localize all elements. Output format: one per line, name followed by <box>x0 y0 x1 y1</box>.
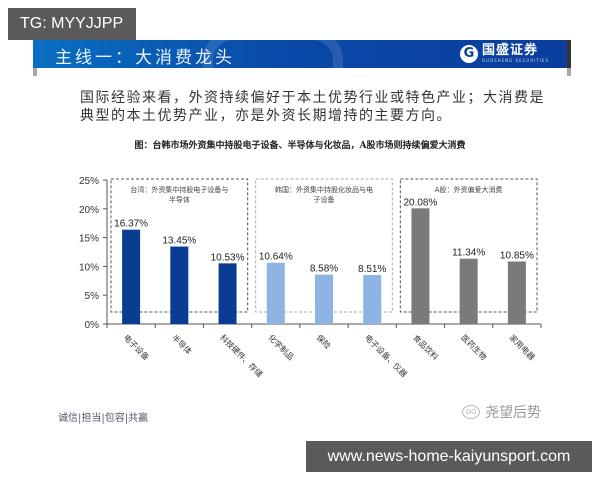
bar-value-label: 16.37% <box>114 219 148 230</box>
group-label: A股：外资偏爱大消费 <box>435 185 503 194</box>
x-category-label: 科技硬件、存储 <box>218 332 265 379</box>
bar <box>363 274 382 324</box>
group-label: 韩国：外资集中持股化妆品与电 <box>275 185 373 194</box>
right-accent-strip <box>567 40 571 68</box>
x-category-label: 医药生物 <box>459 332 489 362</box>
guosheng-logo-icon: G <box>459 44 478 63</box>
group-label: 台湾：外资集中持股电子设备与 <box>130 185 228 194</box>
intro-paragraph: 国际经验来看，外资持续偏好于本土优势行业或特色产业；大消费是典型的本土优势产业，… <box>80 90 545 124</box>
y-tick-label: 0% <box>85 320 100 331</box>
bar-value-label: 8.58% <box>310 264 338 275</box>
x-category-label: 食品饮料 <box>411 332 441 362</box>
bar-value-label: 13.45% <box>162 236 196 247</box>
bar <box>411 208 430 324</box>
bar <box>459 258 478 324</box>
header-decoration <box>203 40 343 68</box>
bar-value-label: 10.85% <box>500 251 534 262</box>
slide-header-bar: 主线一：大消费龙头 G 国盛证券 GUOSHENG SECURITIES <box>33 40 567 68</box>
x-category-label: 化学制品 <box>266 332 296 362</box>
footer-motto: 诚信|担当|包容|共赢 <box>58 413 149 424</box>
logo-text: 国盛证券 <box>481 43 538 58</box>
x-category-label: 家用电器 <box>507 332 537 362</box>
x-category-label: 半导体 <box>170 332 194 356</box>
bar <box>170 246 189 324</box>
right-accent-strip-lower <box>567 68 571 76</box>
slide-title: 主线一：大消费龙头 <box>55 48 235 68</box>
y-tick-label: 5% <box>85 291 100 302</box>
logo-subtext: GUOSHENG SECURITIES <box>481 58 549 63</box>
group-box <box>255 178 393 313</box>
wechat-icon: ʘʘ <box>462 405 480 419</box>
bar <box>315 274 333 324</box>
bar-value-label: 20.08% <box>403 197 437 208</box>
x-category-label: 保险 <box>315 332 333 350</box>
x-category-label: 电子设备 <box>122 332 152 362</box>
wechat-account: ʘʘ 尧望后势 <box>462 402 541 422</box>
tg-watermark-badge: TG: MYYJJPP <box>8 8 136 40</box>
group-box <box>110 178 249 313</box>
guosheng-logo: G 国盛证券 GUOSHENG SECURITIES <box>459 43 549 63</box>
bar-value-label: 11.34% <box>452 248 485 259</box>
bar-value-label: 10.64% <box>259 252 293 263</box>
wechat-account-name: 尧望后势 <box>485 405 541 421</box>
bar <box>507 261 526 324</box>
bar-value-label: 10.53% <box>211 252 245 263</box>
bar <box>218 263 237 324</box>
y-tick-label: 25% <box>79 176 99 187</box>
bar <box>266 262 285 324</box>
y-tick-label: 15% <box>79 234 99 245</box>
figure-title: 图：台韩市场外资集中持股电子设备、半导体与化妆品，A股市场则持续偏爱大消费 <box>134 141 466 151</box>
url-watermark-badge: www.news-home-kaiyunsport.com <box>306 441 592 472</box>
group-label: 子设备 <box>314 195 335 204</box>
bar <box>122 229 141 324</box>
y-tick-label: 10% <box>79 262 99 273</box>
group-label: 半导体 <box>169 195 190 204</box>
y-tick-label: 20% <box>79 205 99 216</box>
bar-chart: 0%5%10%15%20%25%台湾：外资集中持股电子设备与半导体16.37%1… <box>79 176 542 379</box>
left-accent-strip <box>33 68 37 76</box>
x-category-label: 电子设备、仪器 <box>363 332 410 379</box>
bar-value-label: 8.51% <box>358 264 386 275</box>
